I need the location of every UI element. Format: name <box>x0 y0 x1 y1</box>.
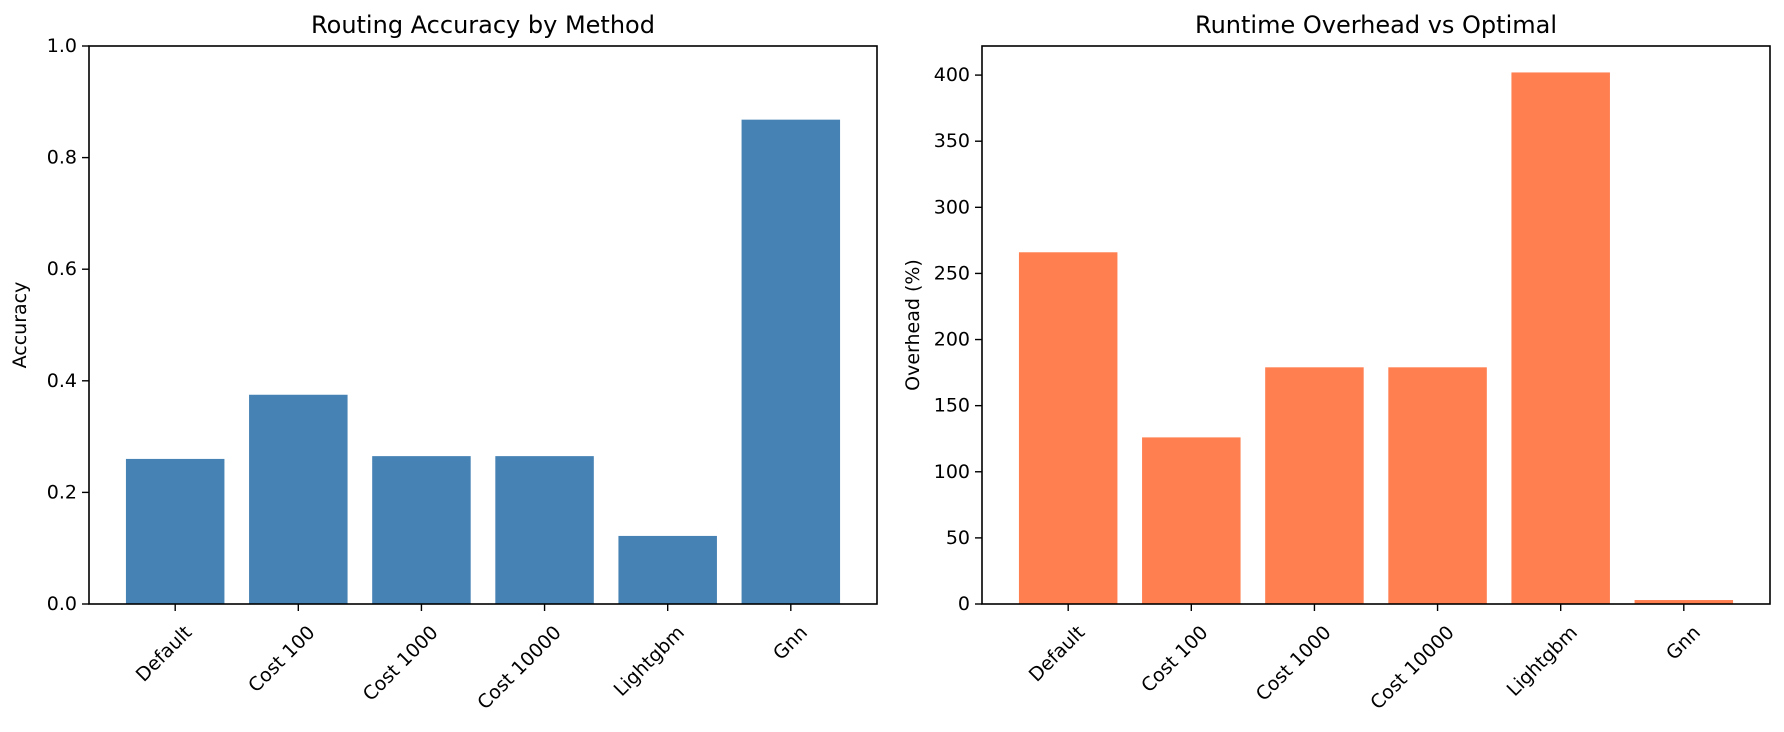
accuracy-x-tick-label-5: Gnn <box>769 622 812 665</box>
accuracy-bar-2 <box>372 456 471 604</box>
accuracy-bar-1 <box>249 394 348 604</box>
accuracy-x-tick-label-0: Default <box>132 622 197 687</box>
overhead-axes-frame <box>981 45 1771 605</box>
accuracy-y-axis-label: Accuracy <box>9 282 31 369</box>
overhead-y-tick-label-7: 350 <box>934 130 970 152</box>
overhead-x-tick-label-0: Default <box>1025 622 1090 687</box>
accuracy-bar-4 <box>618 535 717 604</box>
overhead-x-tick-label-2: Cost 1000 <box>1252 622 1336 706</box>
overhead-x-tick-label-3: Cost 10000 <box>1366 622 1458 714</box>
overhead-bar-5 <box>1634 600 1734 604</box>
overhead-x-tick-label-4: Lightgbm <box>1503 622 1582 701</box>
accuracy-axes-frame <box>88 45 878 605</box>
accuracy-bar-3 <box>495 456 594 604</box>
overhead-y-tick-label-2: 100 <box>934 461 970 483</box>
accuracy-bars <box>125 119 841 604</box>
overhead-y-tick-label-0: 0 <box>958 593 970 615</box>
overhead-bar-3 <box>1388 367 1487 604</box>
accuracy-x-tick-label-2: Cost 1000 <box>359 622 443 706</box>
overhead-bar-0 <box>1018 252 1118 604</box>
accuracy-x-tick-label-1: Cost 100 <box>244 622 319 697</box>
accuracy-chart-panel: Routing Accuracy by Method Accuracy 0.00… <box>9 11 878 714</box>
accuracy-bar-5 <box>741 119 841 604</box>
accuracy-chart-title: Routing Accuracy by Method <box>311 11 655 39</box>
overhead-bars <box>1018 72 1734 604</box>
overhead-bar-2 <box>1265 367 1364 604</box>
overhead-y-tick-label-8: 400 <box>934 64 970 86</box>
overhead-chart-title: Runtime Overhead vs Optimal <box>1195 11 1557 39</box>
accuracy-y-tick-label-5: 1.0 <box>47 35 77 57</box>
overhead-bar-1 <box>1142 437 1241 604</box>
overhead-y-axis-label: Overhead (%) <box>902 259 924 391</box>
accuracy-x-ticks: Default Cost 100 Cost 1000 Cost 10000 Lightg… <box>132 604 812 714</box>
overhead-x-tick-label-5: Gnn <box>1662 622 1705 665</box>
accuracy-y-ticks: 0.0 0.2 0.4 0.6 0.8 1.0 <box>47 35 89 615</box>
overhead-y-ticks: 0 50 100 150 200 250 300 350 400 <box>934 64 982 615</box>
overhead-y-tick-label-5: 250 <box>934 262 970 284</box>
overhead-y-tick-label-6: 300 <box>934 196 970 218</box>
accuracy-y-tick-label-1: 0.2 <box>47 481 77 503</box>
overhead-y-tick-label-1: 50 <box>946 527 970 549</box>
overhead-y-tick-label-4: 200 <box>934 329 970 351</box>
overhead-x-tick-label-1: Cost 100 <box>1137 622 1212 697</box>
overhead-chart-panel: Runtime Overhead vs Optimal Overhead (%)… <box>902 11 1771 714</box>
accuracy-x-tick-label-3: Cost 10000 <box>473 622 565 714</box>
accuracy-bar-0 <box>125 458 225 604</box>
overhead-bar-4 <box>1511 72 1610 604</box>
overhead-y-tick-label-3: 150 <box>934 395 970 417</box>
accuracy-y-tick-label-0: 0.0 <box>47 593 77 615</box>
overhead-x-ticks: Default Cost 100 Cost 1000 Cost 10000 Lightg… <box>1025 604 1705 714</box>
accuracy-x-tick-label-4: Lightgbm <box>610 622 689 701</box>
accuracy-y-tick-label-2: 0.4 <box>47 370 77 392</box>
accuracy-y-tick-label-3: 0.6 <box>47 258 77 280</box>
accuracy-y-tick-label-4: 0.8 <box>47 147 77 169</box>
